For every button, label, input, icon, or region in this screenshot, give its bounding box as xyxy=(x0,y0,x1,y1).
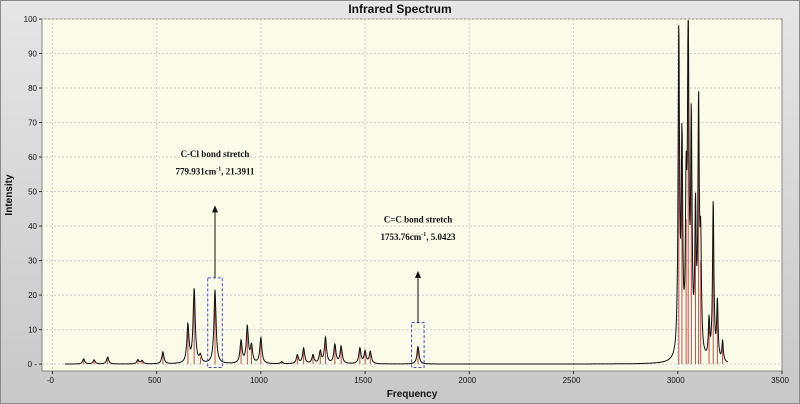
annotation-value: 779.931cm-1, 21.3911 xyxy=(175,166,255,176)
y-tick-label: 0 - xyxy=(28,360,38,369)
chart-title: Infrared Spectrum xyxy=(348,2,452,16)
y-tick-label: 10 xyxy=(28,326,37,335)
annotation-value-rest: , 5.0423 xyxy=(426,232,456,242)
x-tick-label: 1500 xyxy=(354,376,372,385)
annotation-title: C=C bond stretch xyxy=(384,215,452,225)
y-axis-label: Intensity xyxy=(4,174,15,216)
annotation-value-sup: -1 xyxy=(216,166,221,172)
x-tick-label: 2500 xyxy=(563,376,581,385)
annotation-value-main: 779.931cm xyxy=(175,166,216,176)
y-tick-label: 60 xyxy=(28,153,37,162)
y-tick-label: 70 xyxy=(28,119,37,128)
x-tick-label: 3500 xyxy=(771,376,789,385)
x-axis-label: Frequency xyxy=(387,389,438,400)
y-tick-label: 100 xyxy=(24,15,38,24)
spectrum-line xyxy=(64,20,728,365)
annotation-title: C-Cl bond stretch xyxy=(181,149,250,159)
y-tick-label: 30 xyxy=(28,257,37,266)
annotation-value-main: 1753.76cm xyxy=(380,232,421,242)
plot-area xyxy=(41,18,783,372)
y-tick-label: 20 xyxy=(28,291,37,300)
annotation-value-rest: , 21.3911 xyxy=(221,166,255,176)
annotation-value: 1753.76cm-1, 5.0423 xyxy=(380,232,456,242)
y-tick-label: 50 xyxy=(28,188,37,197)
x-tick-label: 3000 xyxy=(667,376,685,385)
x-tick-label: -0 xyxy=(47,376,55,385)
annotation-value-sup: -1 xyxy=(421,232,426,238)
x-tick-label: 2000 xyxy=(458,376,476,385)
arrow-head xyxy=(211,205,218,213)
x-tick-label: 1000 xyxy=(250,376,268,385)
y-tick-label: 40 xyxy=(28,222,37,231)
y-tick-label: 90 xyxy=(28,50,37,59)
arrow-head xyxy=(414,270,421,278)
x-tick-label: 500 xyxy=(148,376,162,385)
y-tick-label: 80 xyxy=(28,84,37,93)
